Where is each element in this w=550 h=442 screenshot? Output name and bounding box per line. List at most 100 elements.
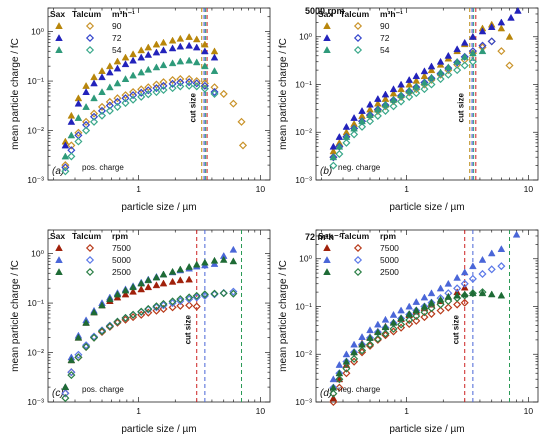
talcum-point [365, 117, 375, 126]
sax-point [159, 279, 168, 287]
sax-point [381, 90, 390, 98]
sax-point [82, 88, 90, 96]
sax-point [106, 62, 114, 70]
talcum-point [365, 340, 375, 349]
talcum-point [487, 265, 496, 274]
talcum-point [357, 346, 367, 355]
sax-point [389, 85, 398, 93]
talcum-point [61, 389, 70, 398]
talcum-point [74, 128, 83, 137]
panel-c: 1 10 10⁻³ 10⁻² 10⁻¹ 10⁰ particle size / µm mean… [10, 229, 271, 435]
talcum-point [468, 57, 477, 66]
sax-point [460, 52, 469, 60]
legend-series-label: 5000 [112, 255, 131, 265]
talcum-point [420, 308, 429, 317]
talcum-point [335, 375, 344, 384]
talcum-point [329, 389, 338, 398]
sax-point [192, 260, 201, 268]
sax-point [144, 276, 153, 284]
sax-point [67, 356, 76, 364]
charge-annotation: pos. charge [82, 385, 124, 394]
talcum-point [168, 303, 177, 312]
sax-point [478, 255, 487, 263]
sax-point [121, 53, 130, 61]
talcum-point [335, 383, 344, 392]
legend-talcum-marker [85, 33, 95, 43]
sax-point [137, 53, 146, 61]
sax-point [67, 131, 76, 139]
talcum-point [105, 97, 114, 106]
talcum-point [405, 319, 414, 329]
sax-point [152, 40, 161, 48]
sax-point [366, 111, 374, 118]
sax-point [497, 24, 506, 32]
sax-point [144, 50, 153, 58]
sax-point [185, 262, 193, 270]
sax-point [350, 124, 358, 132]
sax-point [460, 38, 469, 46]
talcum-point [412, 306, 421, 315]
sax-point [342, 122, 351, 130]
talcum-point [342, 369, 351, 378]
sax-point [98, 88, 106, 96]
cut-size-label: cut size [184, 315, 193, 345]
sax-point [98, 67, 106, 74]
sax-point [358, 117, 366, 125]
talcum-point [176, 82, 185, 91]
sax-point [67, 111, 76, 119]
sax-point [106, 295, 114, 303]
sax-point [129, 50, 137, 58]
talcum-point [97, 106, 107, 115]
y-tick-label: 10⁻¹ [295, 79, 312, 89]
talcum-point [152, 87, 161, 97]
talcum-point [168, 84, 177, 93]
legend-sax-marker [323, 34, 331, 41]
sax-point [405, 86, 414, 94]
sax-point [381, 100, 390, 108]
talcum-point [89, 333, 99, 342]
sax-point [185, 41, 193, 49]
talcum-point [168, 297, 177, 306]
talcum-point [357, 122, 367, 131]
talcum-point [405, 316, 414, 325]
legend-talcum-marker [85, 21, 95, 31]
talcum-point [444, 70, 453, 79]
sax-point [397, 306, 405, 314]
talcum-point [61, 163, 70, 172]
sax-point [427, 73, 436, 81]
x-axis-label: particle size / µm [389, 202, 464, 213]
talcum-point [129, 91, 138, 100]
x-tick-label: 1 [136, 406, 141, 416]
sax-point [210, 67, 219, 74]
talcum-point [329, 153, 338, 162]
sax-point [82, 81, 90, 89]
y-tick-label: 10⁻² [295, 127, 312, 137]
talcum-point [200, 290, 209, 299]
sax-point [98, 73, 106, 81]
y-tick-label: 10⁻² [295, 349, 312, 359]
x-tick-label: 1 [404, 184, 409, 194]
sax-point [176, 34, 185, 42]
sax-point [152, 281, 161, 289]
talcum-point [373, 335, 382, 344]
talcum-point [168, 79, 177, 88]
sax-point [342, 350, 351, 358]
talcum-point [412, 89, 421, 98]
panel-letter: (c) [52, 388, 64, 399]
sax-point [397, 314, 405, 322]
legend-series-label: 5000 [380, 255, 399, 265]
talcum-point [185, 81, 194, 90]
panel-letter: (a) [52, 166, 64, 177]
y-tick-label: 10⁻³ [295, 175, 312, 185]
sax-point [381, 315, 390, 323]
sax-point [90, 73, 98, 81]
talcum-point [144, 304, 153, 314]
sax-point [420, 293, 429, 301]
sax-point [159, 38, 168, 46]
y-axis-label: mean particle charge / fC [278, 260, 289, 372]
legend-header-sax: Sax [50, 9, 65, 19]
cut-size-label: cut size [457, 93, 466, 123]
talcum-point [200, 84, 209, 93]
sax-point [389, 95, 398, 103]
talcum-point [113, 318, 122, 327]
